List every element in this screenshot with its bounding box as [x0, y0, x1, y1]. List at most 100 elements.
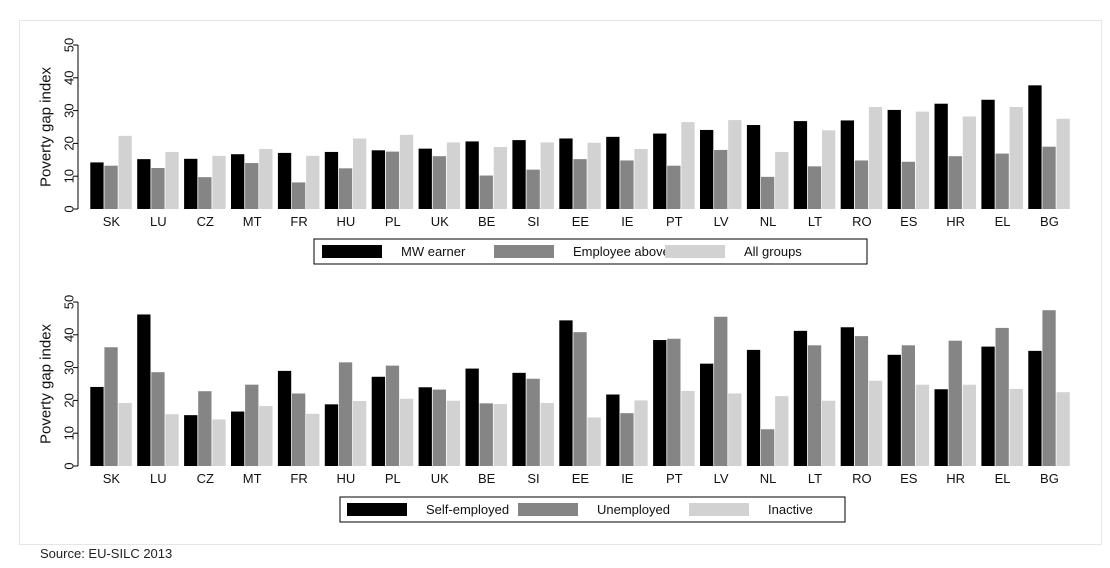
- bar-mt-3: [259, 148, 273, 209]
- bar-si-3: [540, 403, 554, 466]
- y-tick-label: 10: [62, 169, 77, 183]
- bar-fr-3: [306, 413, 320, 466]
- x-tick-label: EE: [572, 214, 590, 229]
- bar-fr-2: [292, 182, 306, 209]
- bar-hu-2: [338, 168, 353, 209]
- bar-nl-3: [775, 151, 789, 209]
- x-tick-label: FR: [290, 471, 307, 486]
- bar-ee-2: [573, 332, 587, 466]
- bar-nl-1: [746, 125, 761, 209]
- bar-uk-1: [418, 148, 432, 209]
- bar-bg-3: [1056, 118, 1070, 209]
- bar-uk-2: [432, 156, 446, 209]
- bar-uk-2: [432, 389, 446, 466]
- bar-lu-2: [151, 372, 165, 466]
- legend-swatch: [494, 245, 554, 258]
- x-tick-label: ES: [900, 471, 918, 486]
- bar-hr-1: [934, 389, 948, 466]
- bar-ie-1: [606, 394, 620, 466]
- bar-ro-2: [854, 336, 869, 466]
- legend-label: Unemployed: [597, 502, 670, 517]
- bar-nl-3: [775, 396, 789, 466]
- x-tick-label: EL: [995, 214, 1011, 229]
- x-tick-label: PL: [385, 471, 401, 486]
- legend-swatch: [322, 245, 382, 258]
- bar-sk-2: [104, 347, 118, 466]
- bar-bg-1: [1028, 85, 1042, 209]
- bar-lt-3: [822, 400, 836, 466]
- legend-box: [339, 496, 846, 523]
- x-tick-label: PT: [666, 214, 683, 229]
- bar-pl-3: [399, 134, 414, 209]
- x-tick-label: HU: [337, 471, 356, 486]
- y-tick-label: 10: [62, 426, 77, 440]
- x-tick-label: CZ: [197, 214, 214, 229]
- bar-el-1: [981, 346, 995, 466]
- bar-be-2: [479, 403, 493, 466]
- bar-ee-1: [559, 320, 573, 466]
- y-axis-title: Poverty gap index: [38, 323, 55, 444]
- bar-es-1: [887, 109, 901, 209]
- bar-lv-1: [700, 363, 714, 466]
- bar-es-2: [901, 161, 915, 209]
- legend-swatch: [665, 245, 725, 258]
- legend: MW earner Employee above MW All groups: [313, 238, 868, 265]
- bar-be-1: [465, 368, 479, 466]
- bar-pl-2: [385, 365, 400, 466]
- legend-label: MW earner: [401, 244, 466, 259]
- bar-es-3: [915, 384, 930, 466]
- x-tick-label: PT: [666, 471, 683, 486]
- x-tick-label: IE: [621, 471, 634, 486]
- bar-ee-2: [573, 159, 587, 209]
- bar-pt-3: [681, 390, 695, 466]
- x-tick-label: UK: [431, 214, 449, 229]
- bar-pl-1: [371, 150, 385, 209]
- bar-nl-2: [761, 429, 775, 466]
- bar-nl-1: [746, 349, 761, 466]
- bar-ie-3: [634, 148, 648, 209]
- x-tick-label: BG: [1040, 214, 1059, 229]
- y-tick-label: 0: [62, 205, 77, 212]
- bar-cz-3: [212, 155, 226, 209]
- bar-fr-1: [277, 152, 292, 209]
- bar-be-1: [465, 141, 479, 209]
- y-tick-label: 20: [62, 393, 77, 407]
- panel-2: 0 10 20 30 40 50 Poverty gap index SK LU CZ MT FR HU…: [38, 295, 1070, 523]
- bar-pt-1: [653, 340, 667, 466]
- bar-es-1: [887, 354, 901, 466]
- x-tick-label: ES: [900, 214, 918, 229]
- x-tick-label: NL: [760, 471, 777, 486]
- y-tick-label: 30: [62, 103, 77, 117]
- y-tick-label: 0: [62, 462, 77, 469]
- x-tick-label: SI: [527, 214, 539, 229]
- x-tick-label: BE: [478, 214, 496, 229]
- bar-es-3: [915, 111, 930, 209]
- legend-swatch: [518, 503, 578, 516]
- x-tick-label: SK: [103, 471, 121, 486]
- bar-cz-2: [198, 177, 212, 209]
- bar-pl-1: [371, 376, 385, 466]
- legend: Self-employed Unemployed Inactive: [339, 496, 846, 523]
- bar-sk-3: [118, 403, 132, 466]
- bar-cz-2: [198, 391, 212, 466]
- legend-swatch: [347, 503, 407, 516]
- bar-hu-2: [338, 362, 353, 466]
- bar-ee-3: [587, 417, 601, 466]
- x-tick-label: BG: [1040, 471, 1059, 486]
- bar-ro-2: [854, 160, 869, 209]
- y-tick-label: 50: [62, 38, 77, 52]
- legend-label: Self-employed: [426, 502, 509, 517]
- bar-el-3: [1009, 106, 1023, 209]
- bar-bg-2: [1042, 310, 1056, 466]
- bar-el-2: [995, 327, 1009, 466]
- bar-lt-1: [793, 330, 808, 466]
- bar-cz-1: [184, 158, 198, 209]
- legend-box: [313, 238, 868, 265]
- x-tick-label: SI: [527, 471, 539, 486]
- bar-si-3: [540, 142, 554, 209]
- bar-fr-2: [292, 393, 306, 466]
- bar-lv-2: [714, 316, 728, 466]
- figure-frame: [19, 20, 1102, 545]
- bar-bg-3: [1056, 392, 1070, 466]
